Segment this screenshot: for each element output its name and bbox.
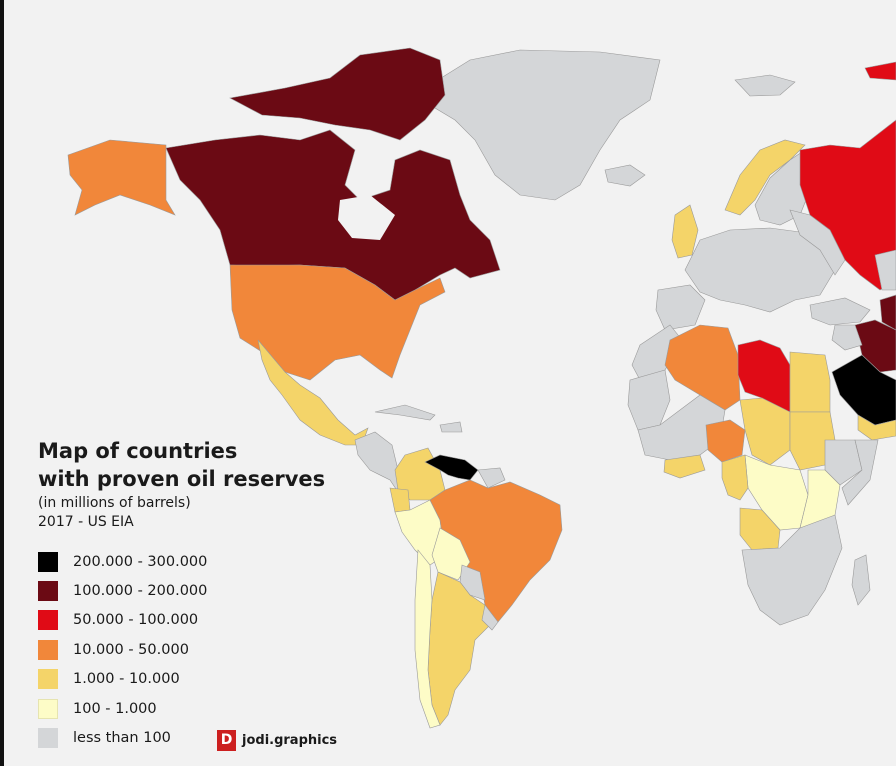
legend-label: 50.000 - 100.000 [73, 612, 199, 629]
region-uruguay [481, 604, 499, 631]
region-far-arctic [864, 61, 896, 81]
region-cameroon-gabon [721, 454, 749, 501]
region-russia [799, 119, 896, 291]
map-title-line-2: with proven oil reserves [38, 467, 326, 491]
legend-item: 100.000 - 200.000 [38, 576, 207, 605]
region-hispaniola [439, 421, 463, 433]
region-europe-central [684, 227, 836, 313]
region-somalia [841, 439, 879, 506]
legend-swatch [38, 581, 58, 602]
region-algeria [664, 324, 741, 411]
map-title: Map of countries with proven oil reserve… [38, 437, 325, 493]
legend-item: 100 - 1.000 [38, 694, 207, 723]
legend-label: 200.000 - 300.000 [73, 553, 208, 570]
map-title-line-1: Map of countries [38, 439, 238, 463]
region-cuba [374, 404, 436, 421]
legend-item: 200.000 - 300.000 [38, 547, 207, 576]
legend-label: 10.000 - 50.000 [73, 641, 189, 658]
region-canada-arctic [229, 47, 446, 141]
legend-item: 10.000 - 50.000 [38, 635, 207, 664]
region-paraguay [459, 564, 486, 601]
logo-text: jodi.graphics [242, 733, 338, 748]
map-legend: 200.000 - 300.000 100.000 - 200.000 50.0… [38, 547, 207, 753]
map-subtitle-source: 2017 - US EIA [38, 514, 134, 530]
legend-label: 1.000 - 10.000 [73, 671, 180, 688]
legend-item: less than 100 [38, 723, 207, 752]
region-norway [724, 139, 806, 216]
region-kazakhstan [874, 249, 896, 291]
region-ethiopia [824, 439, 863, 486]
legend-item: 50.000 - 100.000 [38, 606, 207, 635]
region-arctic-islands [734, 74, 796, 97]
region-saudi-arabia [831, 354, 896, 426]
region-iberia [655, 284, 706, 331]
region-egypt [789, 351, 831, 413]
logo-mark-icon: D [217, 730, 236, 751]
region-iceland [604, 164, 646, 187]
region-alaska [67, 139, 176, 216]
map-subtitle: (in millions of barrels) 2017 - US EIA [38, 494, 191, 532]
legend-swatch [38, 728, 58, 749]
legend-swatch [38, 639, 58, 660]
legend-label: 100.000 - 200.000 [73, 583, 208, 600]
map-subtitle-units: (in millions of barrels) [38, 495, 191, 511]
legend-label: 100 - 1.000 [73, 700, 157, 717]
region-iran [879, 294, 896, 331]
region-united-kingdom [671, 204, 699, 259]
region-chile [414, 549, 441, 729]
region-nigeria [705, 419, 746, 463]
jodi-graphics-logo: D jodi.graphics [217, 730, 337, 751]
region-syria [831, 324, 863, 351]
region-guianas [477, 467, 506, 489]
region-yemen [857, 414, 896, 441]
region-turkey [809, 297, 871, 326]
legend-swatch [38, 551, 58, 572]
legend-item: 1.000 - 10.000 [38, 665, 207, 694]
region-niger-chad [739, 397, 791, 466]
legend-swatch [38, 669, 58, 690]
legend-swatch [38, 610, 58, 631]
region-greenland [424, 49, 661, 201]
region-southern-africa [741, 514, 843, 626]
legend-label: less than 100 [73, 730, 171, 747]
region-madagascar [851, 554, 871, 606]
region-bolivia [431, 527, 471, 581]
region-ghana-coast [663, 454, 706, 479]
legend-swatch [38, 698, 58, 719]
